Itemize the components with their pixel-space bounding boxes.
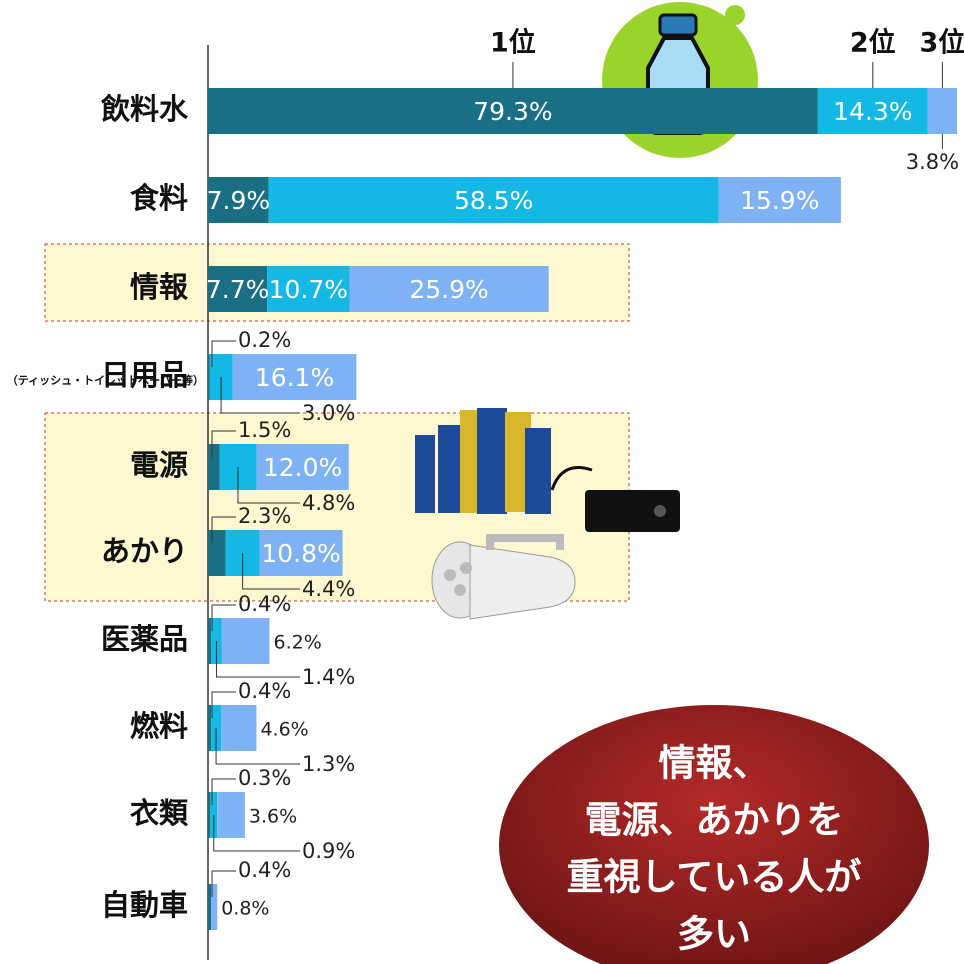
category-label: 医薬品 xyxy=(101,622,188,656)
category-label: 電源 xyxy=(130,448,188,482)
bar-segment xyxy=(268,177,719,223)
bar-segment xyxy=(208,444,220,490)
bar-segment xyxy=(256,444,349,490)
leader-line xyxy=(215,641,300,678)
value-label: 1.4% xyxy=(302,665,355,689)
bar-segment xyxy=(267,266,350,312)
value-label: 1.5% xyxy=(238,418,291,442)
leader-line xyxy=(211,691,236,718)
value-label: 0.9% xyxy=(302,839,355,863)
value-label: 14.3% xyxy=(833,97,912,126)
category-label: 衣類 xyxy=(130,796,189,830)
value-label: 10.7% xyxy=(269,275,348,304)
category-note: （ティッシュ・トイレットペーパー等） xyxy=(7,373,204,387)
category-label: 情報 xyxy=(130,270,189,304)
value-label: 4.4% xyxy=(302,577,355,601)
value-label: 0.8% xyxy=(221,898,269,920)
bar-segment xyxy=(208,88,818,134)
bar-segment xyxy=(259,530,343,576)
bar-segment xyxy=(817,88,928,134)
value-label: 15.9% xyxy=(740,186,819,215)
callout-bubble xyxy=(499,705,929,964)
leader-line xyxy=(237,467,300,504)
value-label: 3.0% xyxy=(302,401,355,425)
value-label: 58.5% xyxy=(454,186,533,215)
callout-text: 重視している人が xyxy=(567,856,862,899)
bar-segment xyxy=(208,792,211,838)
rank-label: 2位 xyxy=(850,27,896,59)
value-label: 7.7% xyxy=(206,275,270,304)
bar-segment xyxy=(208,266,268,312)
callout-text: 情報、 xyxy=(659,742,770,785)
category-label: 飲料水 xyxy=(101,92,189,126)
bar-segment xyxy=(208,354,210,400)
bar-segment xyxy=(232,354,357,400)
leader-line xyxy=(211,604,236,631)
category-label: あかり xyxy=(101,534,188,568)
value-label: 3.8% xyxy=(906,150,959,174)
bar-segment xyxy=(208,618,212,664)
bar-segment xyxy=(208,705,212,751)
value-label: 6.2% xyxy=(274,632,322,654)
value-label: 0.3% xyxy=(238,766,291,790)
category-label: 燃料 xyxy=(130,709,188,743)
rank-label: 1位 xyxy=(490,27,536,59)
bar-segment xyxy=(718,177,841,223)
callout-text: 電源、あかりを xyxy=(585,799,844,842)
leader-line xyxy=(211,340,236,367)
category-label: 日用品 xyxy=(101,358,188,392)
value-label: 2.3% xyxy=(238,504,291,528)
bar-segment xyxy=(349,266,549,312)
callout-text: 多い xyxy=(677,913,751,956)
bar-segment xyxy=(211,884,218,930)
value-label: 16.1% xyxy=(255,363,334,392)
value-label: 12.0% xyxy=(263,453,342,482)
leader-line xyxy=(215,728,300,765)
leader-line xyxy=(211,778,236,805)
leader-line xyxy=(211,430,236,457)
value-label: 4.8% xyxy=(302,491,355,515)
leader-line xyxy=(211,516,236,543)
value-label: 79.3% xyxy=(473,97,552,126)
battery-illustration xyxy=(415,408,680,532)
value-label: 4.6% xyxy=(260,719,308,741)
value-label: 10.8% xyxy=(261,539,340,568)
bar-segment xyxy=(208,884,212,930)
category-label: 食料 xyxy=(130,181,188,215)
bar-segment xyxy=(221,705,257,751)
bar-segment xyxy=(221,618,270,664)
bottle-illustration xyxy=(602,2,758,158)
flashlight-illustration xyxy=(431,534,576,620)
value-label: 0.4% xyxy=(238,679,291,703)
bar-segment xyxy=(208,177,269,223)
value-label: 0.4% xyxy=(238,592,291,616)
leader-line xyxy=(242,553,300,590)
leader-line xyxy=(220,377,300,414)
bar-segment xyxy=(217,792,245,838)
value-label: 7.9% xyxy=(207,186,271,215)
value-label: 0.4% xyxy=(238,858,291,882)
bar-segment xyxy=(927,88,958,134)
value-label: 1.3% xyxy=(302,752,355,776)
value-label: 25.9% xyxy=(409,275,488,304)
value-label: 3.6% xyxy=(249,806,297,828)
value-label: 0.2% xyxy=(238,328,291,352)
leader-line xyxy=(211,870,236,897)
rank-label: 3位 xyxy=(919,27,964,59)
bar-segment xyxy=(208,530,226,576)
category-label: 自動車 xyxy=(101,888,188,922)
leader-line xyxy=(213,815,300,852)
